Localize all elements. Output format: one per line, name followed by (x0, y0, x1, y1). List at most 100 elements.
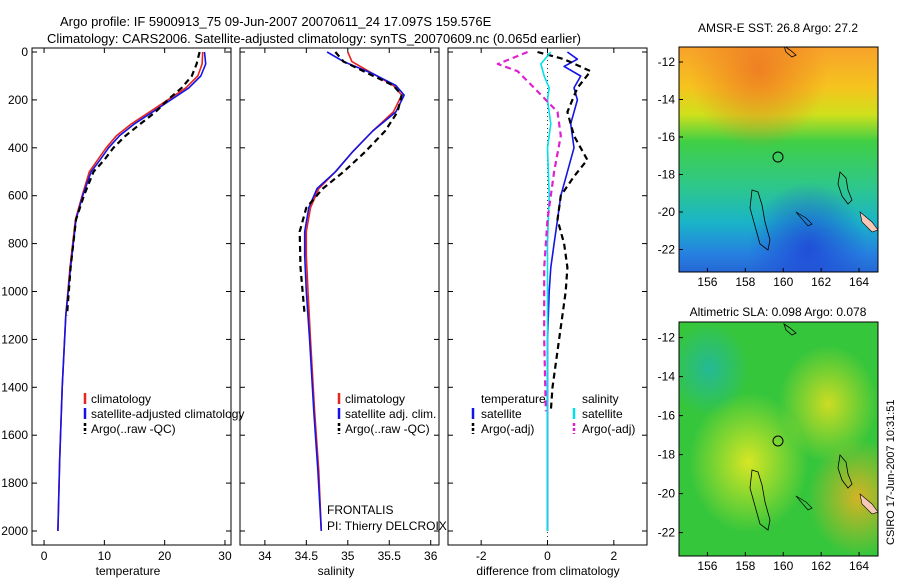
temperature-panel-frame (31, 47, 232, 546)
x-tick-label: 35 (341, 549, 355, 563)
lon-tick-label: 162 (811, 559, 831, 573)
lat-tick-label: -16 (658, 130, 676, 144)
lat-tick-label: -20 (658, 205, 676, 219)
argo-float-marker (772, 435, 784, 447)
lat-tick-label: -16 (658, 409, 676, 423)
sla-island-vanuatu (859, 493, 878, 515)
legend-label-satellite: satellite-adjusted climatology (91, 407, 244, 421)
temperature-axis-ticks: 0 10 20 30 0 200 400 600 800 1000 1200 1400 1600 1800… (1, 45, 232, 563)
sst-island-vanuatu (859, 211, 878, 233)
argo-float-marker (772, 151, 784, 163)
sst-map (679, 47, 878, 272)
sla-map (679, 322, 878, 556)
series-line-satellite-adj-clim (303, 51, 406, 532)
lon-tick-label: 156 (697, 559, 717, 573)
series-line-climatology (57, 51, 204, 532)
x-tick-label: 30 (218, 549, 232, 563)
lat-tick-label: -22 (658, 243, 676, 257)
series-line-satellite-adjusted-climatology (57, 51, 207, 532)
y-tick-label: 1800 (1, 476, 28, 490)
sla-island-chesterfield (837, 454, 853, 489)
sst-map-axis-ticks: 156 158 160 162 164 -12 -14 -16 -18 -20 -22 (658, 55, 870, 289)
y-tick-label: 2000 (1, 524, 28, 538)
project-name-label: FRONTALIS (327, 503, 393, 517)
y-tick-label: 800 (8, 237, 28, 251)
series-line-climatology (305, 51, 403, 532)
legend-title-salinity: salinity (582, 392, 619, 406)
legend-label-temp-argo: Argo(-adj) (481, 422, 534, 436)
x-tick-label: 2 (610, 549, 617, 563)
lon-tick-label: 158 (735, 559, 755, 573)
sla-high-patch-southeast (679, 322, 878, 556)
figure-title-line2: Climatology: CARS2006. Satellite-adjuste… (47, 31, 581, 46)
lat-tick-label: -22 (658, 526, 676, 540)
series-line-salinity-argo-adj (496, 50, 562, 412)
legend-label-satellite: satellite adj. clim. (345, 407, 436, 421)
y-tick-label: 0 (21, 45, 28, 59)
sla-reef-small (795, 495, 813, 511)
lat-tick-label: -18 (658, 448, 676, 462)
lon-tick-label: 160 (773, 559, 793, 573)
sla-map-frame (678, 321, 879, 557)
sst-reef-north (783, 47, 797, 58)
legend-label-climatology: climatology (91, 392, 151, 406)
temperature-legend: climatology satellite-adjusted climatolo… (83, 392, 244, 436)
salinity-panel-frame (239, 47, 440, 546)
difference-xlabel: difference from climatology (476, 564, 619, 578)
x-tick-label: 35.5 (378, 549, 402, 563)
legend-label-argo: Argo(..raw -QC) (345, 422, 430, 436)
lon-tick-label: 156 (697, 275, 717, 289)
x-tick-label: 34 (258, 549, 272, 563)
legend-label-sal-argo: Argo(-adj) (582, 422, 635, 436)
salinity-legend: climatology satellite adj. clim. Argo(..… (337, 392, 436, 436)
series-line-temperature-satellite (546, 51, 582, 531)
lat-tick-label: -18 (658, 168, 676, 182)
sla-reef-north (783, 323, 797, 336)
lat-tick-label: -14 (658, 93, 676, 107)
legend-label-sal-satellite: satellite (582, 407, 623, 421)
legend-title-temperature: temperature (481, 392, 546, 406)
principal-investigator-label: PI: Thierry DELCROIX (327, 519, 447, 533)
sst-island-new-caledonia (749, 189, 771, 251)
x-tick-label: 10 (98, 549, 112, 563)
sla-island-new-caledonia (749, 469, 771, 531)
x-tick-label: -2 (476, 549, 487, 563)
legend-label-climatology: climatology (345, 392, 405, 406)
temperature-xlabel: temperature (96, 564, 161, 578)
lon-tick-label: 158 (735, 275, 755, 289)
legend-label-argo: Argo(..raw -QC) (91, 422, 176, 436)
difference-series (496, 50, 592, 531)
lon-tick-label: 162 (811, 275, 831, 289)
sst-map-title: AMSR-E SST: 26.8 Argo: 27.2 (698, 21, 858, 35)
y-tick-label: 1600 (1, 428, 28, 442)
lon-tick-label: 164 (849, 559, 869, 573)
legend-label-temp-satellite: satellite (481, 407, 522, 421)
series-line-argo-raw-qc (298, 51, 403, 316)
y-tick-label: 400 (8, 141, 28, 155)
y-tick-label: 600 (8, 189, 28, 203)
series-line-temperature-argo-adj (537, 50, 592, 412)
y-tick-label: 200 (8, 93, 28, 107)
sst-cool-patch (679, 47, 878, 272)
x-tick-label: 0 (41, 549, 48, 563)
difference-axis-ticks: -2 0 2 (448, 48, 647, 563)
x-tick-label: 20 (158, 549, 172, 563)
x-tick-label: 34.5 (295, 549, 319, 563)
figure-title-line1: Argo profile: IF 5900913_75 09-Jun-2007 … (60, 14, 492, 29)
lat-tick-label: -12 (658, 331, 676, 345)
lon-tick-label: 160 (773, 275, 793, 289)
salinity-xlabel: salinity (318, 564, 355, 578)
lat-tick-label: -12 (658, 55, 676, 69)
sst-reef-small (795, 211, 813, 227)
lon-tick-label: 164 (849, 275, 869, 289)
series-line-argo-raw-qc (65, 51, 201, 316)
x-tick-label: 0 (544, 549, 551, 563)
lat-tick-label: -20 (658, 487, 676, 501)
lat-tick-label: -14 (658, 370, 676, 384)
sla-map-axis-ticks: 156 158 160 162 164 -12 -14 -16 -18 -20 -22 (658, 331, 870, 573)
y-tick-label: 1200 (1, 332, 28, 346)
sst-map-frame (678, 46, 879, 273)
y-tick-label: 1400 (1, 380, 28, 394)
series-line-salinity-satellite (540, 51, 552, 531)
